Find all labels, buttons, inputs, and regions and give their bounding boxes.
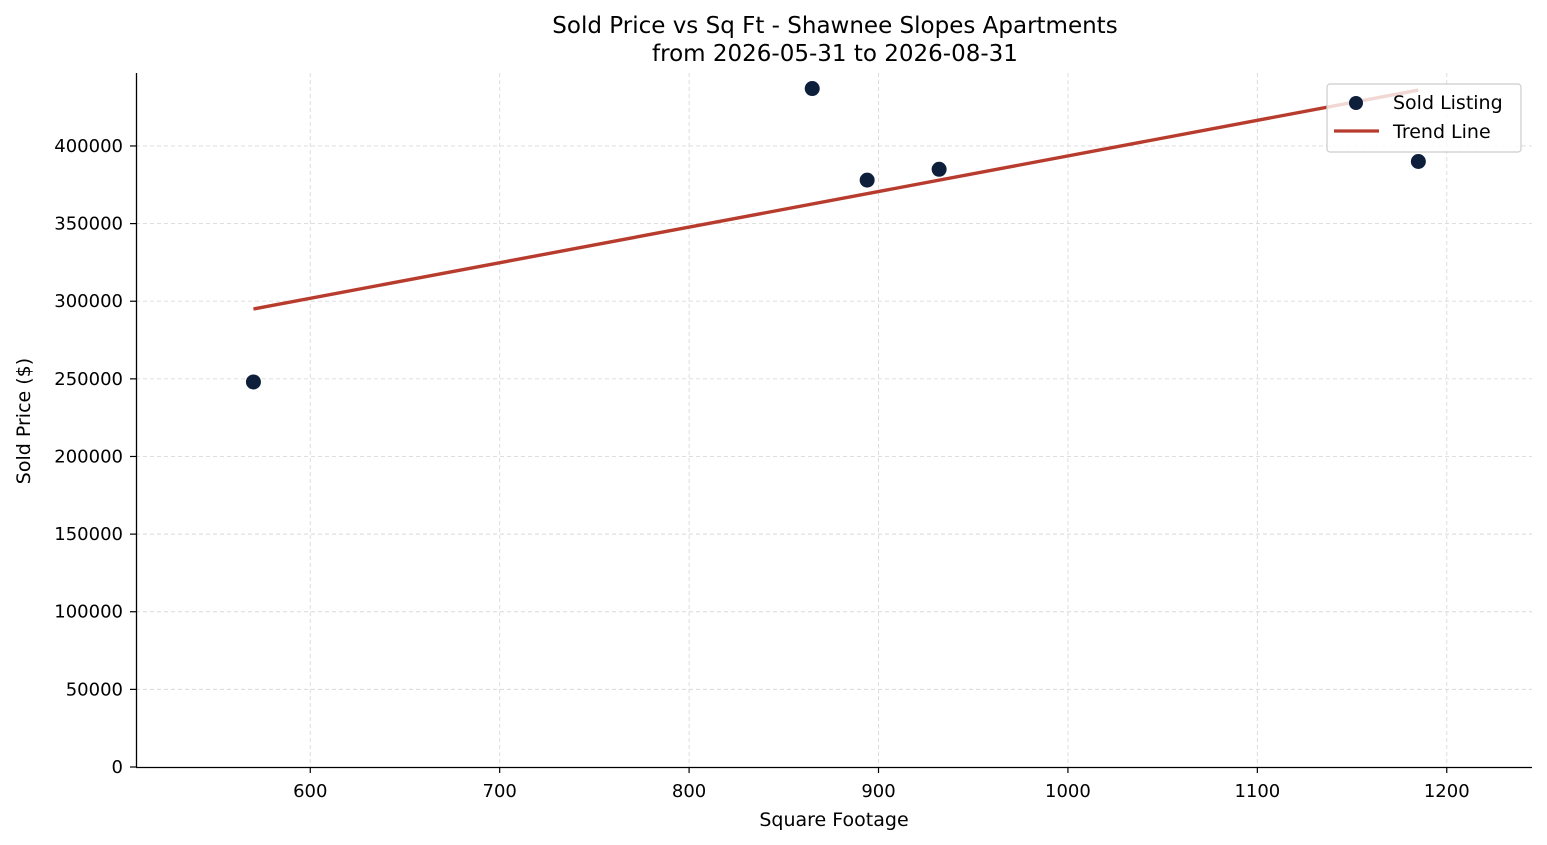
legend: Sold Listing Trend Line [1326,83,1522,153]
y-tick-label: 200000 [54,446,123,467]
data-point [245,374,261,390]
x-tick-label: 1000 [1045,781,1091,802]
x-axis-label: Square Footage [759,809,908,831]
y-tick-label: 0 [112,757,123,778]
x-tick-label: 700 [483,781,517,802]
y-tick-label: 50000 [66,679,123,700]
y-tick-label: 250000 [54,369,123,390]
y-tick-label: 150000 [54,524,123,545]
y-tick-label: 400000 [54,136,123,157]
grid [136,73,1532,767]
x-ticks: 600 700 800 900 1000 1100 1200 [293,767,1470,802]
y-tick-label: 350000 [54,214,123,235]
x-tick-label: 1200 [1424,781,1470,802]
axes [135,73,1532,769]
data-point [1410,153,1426,169]
data-point [804,81,820,97]
x-tick-label: 800 [672,781,706,802]
legend-label-sold-listing: Sold Listing [1393,92,1503,114]
data-point [931,161,947,177]
chart-subtitle: from 2026-05-31 to 2026-08-31 [652,41,1018,67]
y-tick-label: 300000 [54,291,123,312]
trend-line [253,88,1419,311]
data-point [859,172,875,188]
y-axis-label: Sold Price ($) [13,358,35,484]
legend-label-trend-line: Trend Line [1392,121,1491,143]
trend-line-layer [253,88,1419,311]
points-layer [245,81,1426,390]
x-tick-label: 1100 [1234,781,1280,802]
x-tick-label: 600 [293,781,327,802]
chart-title: Sold Price vs Sq Ft - Shawnee Slopes Apa… [552,13,1117,39]
y-tick-label: 100000 [54,602,123,623]
y-ticks: 0 50000 100000 150000 200000 250000 300000 3500… [54,136,136,778]
legend-marker-sold-listing [1349,96,1363,110]
legend-box [1326,83,1522,153]
x-tick-label: 900 [861,781,895,802]
